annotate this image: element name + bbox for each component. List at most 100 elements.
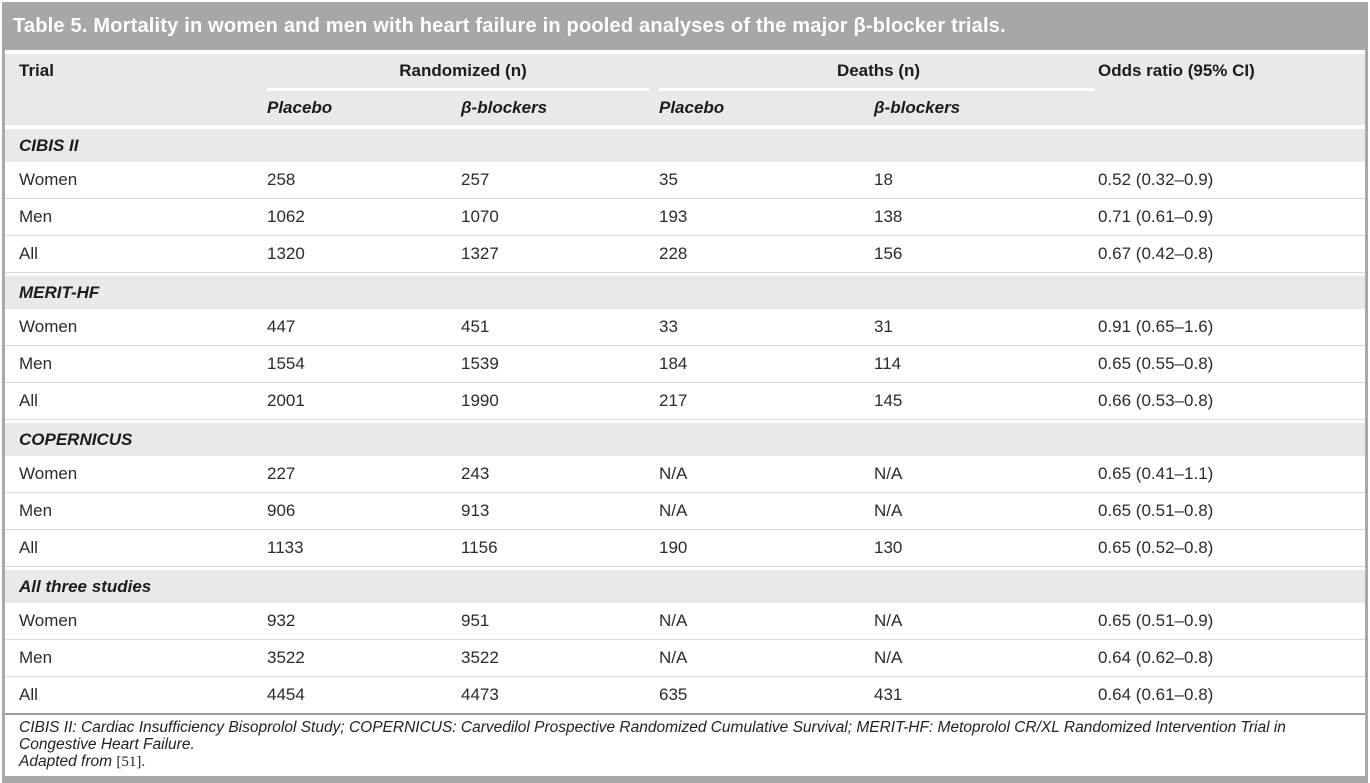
cell-trial: Men — [19, 648, 53, 667]
cell-randomized-placebo: 1320 — [267, 244, 305, 263]
column-header-deaths: Deaths (n) — [836, 61, 921, 80]
cell-trial: Men — [19, 501, 53, 520]
cell-randomized-placebo: 1062 — [267, 207, 305, 226]
table-row: All 1320 1327 228 156 0.67 (0.42–0.8) — [5, 236, 1365, 273]
cell-randomized-bblockers: 257 — [461, 170, 490, 189]
cell-randomized-bblockers: 1990 — [461, 391, 499, 410]
cell-randomized-bblockers: 1327 — [461, 244, 499, 263]
cell-odds-ratio: 0.64 (0.62–0.8) — [1098, 648, 1214, 667]
cell-randomized-placebo: 2001 — [267, 391, 305, 410]
cell-trial: All — [19, 538, 38, 557]
cell-deaths-placebo: 190 — [659, 538, 688, 557]
column-header-trial: Trial — [19, 61, 54, 80]
cell-odds-ratio: 0.65 (0.41–1.1) — [1098, 464, 1214, 483]
cell-randomized-placebo: 1554 — [267, 354, 305, 373]
column-header-randomized: Randomized (n) — [399, 61, 527, 80]
cell-deaths-bblockers: N/A — [874, 648, 903, 667]
cell-deaths-placebo: N/A — [659, 501, 688, 520]
section-header-cibis-ii: CIBIS II — [5, 129, 1365, 162]
cell-deaths-placebo: 184 — [659, 354, 688, 373]
table-row: All 4454 4473 635 431 0.64 (0.61–0.8) — [5, 677, 1365, 713]
cell-trial: All — [19, 391, 38, 410]
cell-randomized-bblockers: 451 — [461, 317, 490, 336]
table-row: Women 932 951 N/A N/A 0.65 (0.51–0.9) — [5, 603, 1365, 640]
cell-randomized-bblockers: 1070 — [461, 207, 499, 226]
cell-trial: Women — [19, 611, 78, 630]
cell-randomized-bblockers: 1156 — [461, 538, 498, 557]
table-row: Men 906 913 N/A N/A 0.65 (0.51–0.8) — [5, 493, 1365, 530]
cell-deaths-placebo: 35 — [659, 170, 678, 189]
table-row: Women 258 257 35 18 0.52 (0.32–0.9) — [5, 162, 1365, 199]
cell-deaths-placebo: N/A — [659, 611, 688, 630]
table-title-bar: Table 5. Mortality in women and men with… — [2, 2, 1368, 50]
cell-deaths-bblockers: 145 — [874, 391, 903, 410]
cell-deaths-bblockers: 138 — [874, 207, 903, 226]
cell-trial: All — [19, 685, 38, 704]
cell-deaths-bblockers: N/A — [874, 464, 903, 483]
cell-odds-ratio: 0.71 (0.61–0.9) — [1098, 207, 1214, 226]
randomized-underline-rule — [267, 88, 649, 91]
footnote-abbreviations: CIBIS II: Cardiac Insufficiency Bisoprol… — [19, 719, 1286, 753]
cell-odds-ratio: 0.67 (0.42–0.8) — [1098, 244, 1214, 263]
cell-trial: Women — [19, 317, 78, 336]
divider — [5, 567, 1365, 570]
cell-odds-ratio: 0.52 (0.32–0.9) — [1098, 170, 1214, 189]
footnote-adapted-from: Adapted from [51]. — [19, 753, 1351, 771]
cell-randomized-placebo: 906 — [267, 501, 296, 520]
cell-deaths-placebo: 33 — [659, 317, 678, 336]
table-row: Men 3522 3522 N/A N/A 0.64 (0.62–0.8) — [5, 640, 1365, 677]
cell-randomized-placebo: 4454 — [267, 685, 305, 704]
cell-randomized-placebo: 3522 — [267, 648, 305, 667]
cell-randomized-bblockers: 243 — [461, 464, 490, 483]
footnote-reference: [51]. — [116, 754, 146, 770]
cell-trial: Men — [19, 207, 53, 226]
table-title: Table 5. Mortality in women and men with… — [13, 14, 1006, 37]
table-row: All 1133 1156 190 130 0.65 (0.52–0.8) — [5, 530, 1365, 567]
cell-trial: Women — [19, 464, 78, 483]
section-header-copernicus: COPERNICUS — [5, 423, 1365, 456]
cell-deaths-bblockers: 156 — [874, 244, 903, 263]
table-row: All 2001 1990 217 145 0.66 (0.53–0.8) — [5, 383, 1365, 420]
divider — [5, 50, 1365, 54]
cell-odds-ratio: 0.65 (0.52–0.8) — [1098, 538, 1214, 557]
cell-deaths-bblockers: 130 — [874, 538, 903, 557]
cell-deaths-bblockers: N/A — [874, 611, 903, 630]
section-header-merit-hf: MERIT-HF — [5, 276, 1365, 309]
cell-randomized-bblockers: 951 — [461, 611, 490, 630]
cell-deaths-placebo: N/A — [659, 648, 688, 667]
deaths-underline-rule — [659, 88, 1094, 91]
cell-deaths-bblockers: 431 — [874, 685, 903, 704]
table-row: Women 447 451 33 31 0.91 (0.65–1.6) — [5, 309, 1365, 346]
cell-randomized-bblockers: 913 — [461, 501, 490, 520]
cell-randomized-bblockers: 3522 — [461, 648, 499, 667]
cell-randomized-placebo: 1133 — [267, 538, 304, 557]
cell-odds-ratio: 0.65 (0.51–0.8) — [1098, 501, 1214, 520]
table-footnote: CIBIS II: Cardiac Insufficiency Bisoprol… — [5, 713, 1365, 776]
cell-deaths-bblockers: 31 — [874, 317, 893, 336]
cell-deaths-bblockers: N/A — [874, 501, 903, 520]
column-header-band: Trial Randomized (n) Deaths (n) Odds rat… — [5, 54, 1365, 125]
cell-deaths-placebo: 217 — [659, 391, 688, 410]
subheader-deaths-placebo: Placebo — [659, 98, 725, 117]
footnote-adapted-prefix: Adapted from — [19, 753, 113, 770]
cell-odds-ratio: 0.91 (0.65–1.6) — [1098, 317, 1214, 336]
cell-deaths-placebo: N/A — [659, 464, 688, 483]
cell-deaths-placebo: 228 — [659, 244, 688, 263]
cell-deaths-bblockers: 114 — [874, 354, 902, 373]
section-header-all-three-studies: All three studies — [5, 570, 1365, 603]
cell-randomized-placebo: 227 — [267, 464, 296, 483]
cell-deaths-placebo: 635 — [659, 685, 688, 704]
cell-randomized-bblockers: 1539 — [461, 354, 499, 373]
subheader-randomized-bblockers: β-blockers — [461, 98, 548, 117]
cell-odds-ratio: 0.66 (0.53–0.8) — [1098, 391, 1214, 410]
table-row: Women 227 243 N/A N/A 0.65 (0.41–1.1) — [5, 456, 1365, 493]
cell-trial: Men — [19, 354, 53, 373]
cell-randomized-bblockers: 4473 — [461, 685, 499, 704]
cell-trial: Women — [19, 170, 78, 189]
cell-trial: All — [19, 244, 38, 263]
subheader-randomized-placebo: Placebo — [267, 98, 333, 117]
column-header-odds-ratio: Odds ratio (95% CI) — [1098, 61, 1255, 80]
cell-odds-ratio: 0.64 (0.61–0.8) — [1098, 685, 1214, 704]
